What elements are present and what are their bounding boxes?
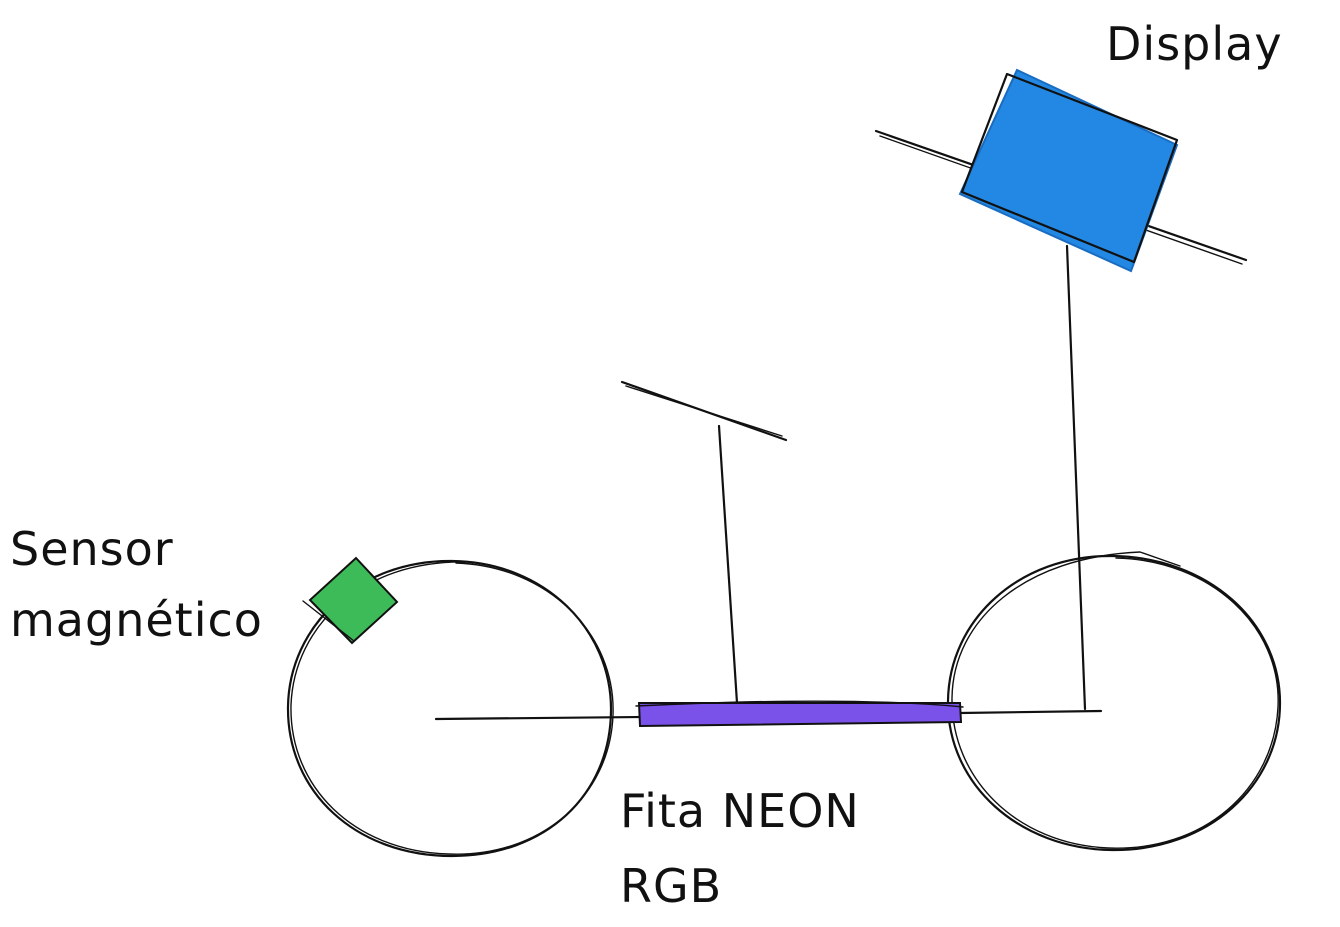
magnetic-sensor <box>302 556 399 645</box>
rear-wheel <box>286 559 614 858</box>
front-wheel <box>946 551 1282 852</box>
display-device <box>958 68 1179 273</box>
sensor-label-line1: Sensor <box>10 522 174 576</box>
neon-label-line1: Fita NEON <box>620 784 860 838</box>
display-label: Display <box>1106 17 1283 71</box>
neon-label-line2: RGB <box>620 859 722 913</box>
neon-rgb-strip <box>635 700 964 728</box>
sensor-label-line2: magnético <box>10 593 263 647</box>
